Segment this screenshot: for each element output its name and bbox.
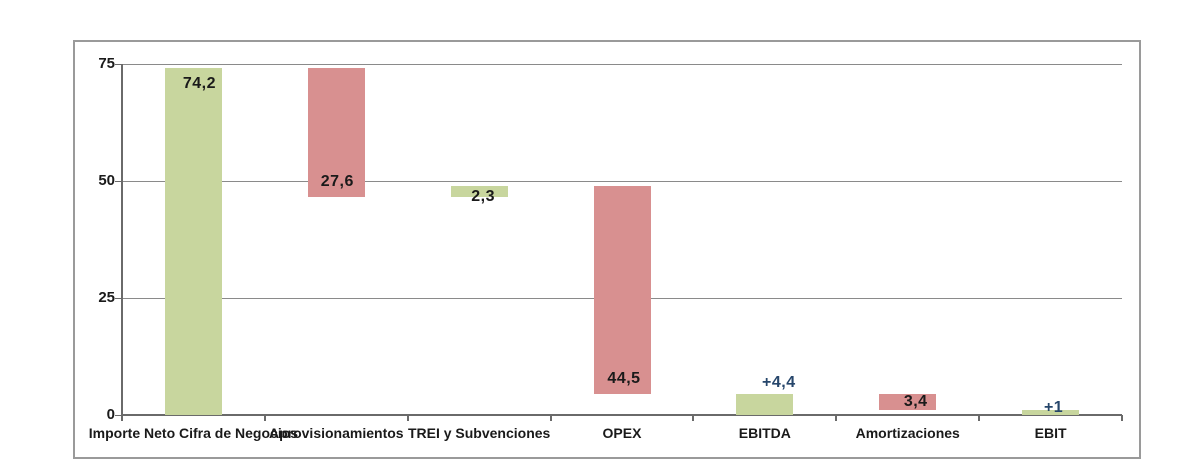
waterfall-bar-increase [1022, 410, 1080, 415]
y-axis-tick-label: 75 [98, 55, 115, 72]
chart-frame: 0 25 50 75 74,2 Importe Neto Cifra de Negocio… [73, 40, 1141, 459]
waterfall-bar-decrease [307, 67, 365, 197]
y-axis-tick-label: 25 [98, 289, 115, 306]
y-axis-tick [115, 64, 122, 65]
y-axis-tick [115, 181, 122, 182]
y-axis-tick [115, 415, 122, 416]
x-axis-tick [692, 415, 695, 421]
category-label: EBITDA [738, 425, 791, 441]
x-axis-tick [549, 415, 552, 421]
waterfall-bar-decrease [879, 394, 937, 411]
category-label: Amortizaciones [855, 425, 960, 441]
bar-value-label: 44,5 [607, 370, 641, 388]
category-label: TREI y Subvenciones [407, 425, 551, 441]
y-axis-line [121, 64, 123, 416]
waterfall-bar-increase [164, 67, 222, 415]
bar-value-label: +1 [1043, 399, 1064, 417]
gridline [122, 64, 1122, 65]
x-axis-tick [406, 415, 409, 421]
y-axis-tick-label: 50 [98, 172, 115, 189]
waterfall-bar-increase [450, 186, 508, 197]
y-axis-tick [115, 298, 122, 299]
category-label: OPEX [602, 425, 642, 441]
bar-value-label: 27,6 [320, 172, 354, 190]
x-axis-tick [835, 415, 838, 421]
y-axis-tick-label: 0 [106, 406, 115, 423]
x-axis-tick [978, 415, 981, 421]
x-axis-tick [1121, 415, 1123, 421]
bar-value-label: 3,4 [903, 393, 928, 411]
category-label: EBIT [1034, 425, 1067, 441]
waterfall-bar-increase [736, 394, 794, 415]
bar-value-label: +4,4 [762, 374, 796, 392]
x-axis-line [122, 414, 1122, 416]
x-axis-tick [121, 415, 123, 421]
category-label: Aprovisionamientos [268, 425, 404, 441]
category-label: Importe Neto Cifra de Negocios [88, 425, 299, 441]
gridline [122, 181, 1122, 182]
bar-value-label: 2,3 [471, 187, 496, 205]
x-axis-tick [263, 415, 266, 421]
waterfall-bar-decrease [593, 186, 651, 395]
bar-value-label: 74,2 [182, 74, 216, 92]
